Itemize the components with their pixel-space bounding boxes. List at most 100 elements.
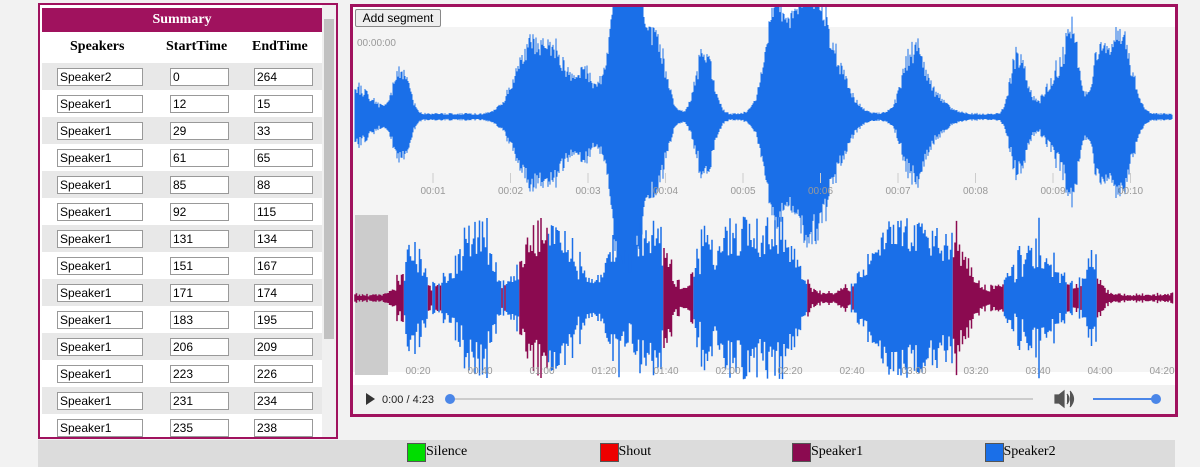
time-label: 00:06 [808, 186, 833, 197]
cell-input[interactable]: 12 [170, 95, 229, 113]
overview-time-label: 01:40 [653, 366, 678, 377]
cell-input[interactable]: Speaker1 [57, 365, 143, 383]
cell-input[interactable]: Speaker1 [57, 338, 143, 356]
cell-input[interactable]: Speaker2 [57, 68, 143, 86]
legend-swatch [407, 443, 426, 462]
cell-input[interactable]: 171 [170, 284, 229, 302]
legend-label: Shout [618, 444, 652, 459]
cell-input[interactable]: Speaker1 [57, 230, 143, 248]
table-row: Speaker1 183 195 [42, 306, 322, 333]
time-label: 00:00:00 [357, 38, 396, 49]
cell-input[interactable]: 226 [254, 365, 313, 383]
overview-speaker2 [403, 216, 1097, 380]
cell-input[interactable]: 115 [254, 203, 313, 221]
cell-input[interactable]: 0 [170, 68, 229, 86]
cell-input[interactable]: Speaker1 [57, 284, 143, 302]
cell-input[interactable]: Speaker1 [57, 122, 143, 140]
cell-input[interactable]: 264 [254, 68, 313, 86]
legend-swatch [984, 443, 1004, 462]
column-header: Speakers [70, 39, 125, 54]
cell-input[interactable]: 65 [254, 149, 313, 167]
cell-input[interactable]: 231 [170, 392, 229, 410]
table-row: Speaker1 131 134 [42, 225, 322, 252]
legend-swatch [599, 443, 619, 462]
cell-input[interactable]: 167 [254, 257, 313, 275]
cell-input[interactable]: 92 [170, 203, 229, 221]
column-header: StartTime [166, 39, 228, 54]
cell-input[interactable]: Speaker1 [57, 419, 143, 437]
overview-time-label: 03:40 [1025, 366, 1050, 377]
overview-time-label: 03:00 [901, 366, 926, 377]
cell-input[interactable]: 88 [254, 176, 313, 194]
overview-time-label: 02:20 [777, 366, 802, 377]
cell-input[interactable]: 85 [170, 176, 229, 194]
time-label: 00:10 [1118, 186, 1143, 197]
cell-input[interactable]: 33 [254, 122, 313, 140]
time-label: 00:04 [653, 186, 678, 197]
cell-input[interactable]: 151 [170, 257, 229, 275]
cell-input[interactable]: 15 [254, 95, 313, 113]
add-segment-button[interactable]: Add segment [355, 9, 441, 27]
summary-title: Summary [42, 8, 322, 32]
cell-input[interactable]: 61 [170, 149, 229, 167]
table-row: Speaker1 231 234 [42, 387, 322, 414]
overview-time-label: 00:40 [467, 366, 492, 377]
table-row: Speaker1 12 15 [42, 90, 322, 117]
cell-input[interactable]: 195 [254, 311, 313, 329]
legend-label: Speaker1 [811, 444, 864, 459]
table-row: Speaker1 235 238 [42, 414, 322, 437]
overview-time-label: 01:20 [591, 366, 616, 377]
cell-input[interactable]: 235 [170, 419, 229, 437]
cell-input[interactable]: Speaker1 [57, 95, 143, 113]
view-window [355, 215, 388, 375]
overview-time-label: 03:20 [963, 366, 988, 377]
volume-handle[interactable] [1151, 394, 1161, 404]
cell-input[interactable]: Speaker1 [57, 257, 143, 275]
legend-label: Silence [426, 444, 468, 459]
cell-input[interactable]: 134 [254, 230, 313, 248]
table-row: Speaker2 0 264 [42, 63, 322, 90]
table-row: Speaker1 223 226 [42, 360, 322, 387]
table-row: Speaker1 92 115 [42, 198, 322, 225]
scrollbar[interactable] [322, 5, 336, 437]
overview-time-label: 00:20 [405, 366, 430, 377]
player-time: 0:00 / 4:23 [382, 394, 434, 406]
cell-input[interactable]: Speaker1 [57, 176, 143, 194]
overview-time-label: 04:00 [1087, 366, 1112, 377]
cell-input[interactable]: 174 [254, 284, 313, 302]
cell-input[interactable]: Speaker1 [57, 203, 143, 221]
progress-handle[interactable] [445, 394, 455, 404]
overview-time-label: 02:00 [715, 366, 740, 377]
cell-input[interactable]: 234 [254, 392, 313, 410]
cell-input[interactable]: 206 [170, 338, 229, 356]
table-row: Speaker1 85 88 [42, 171, 322, 198]
time-label: 00:03 [575, 186, 600, 197]
legend-swatch [792, 443, 811, 462]
cell-input[interactable]: Speaker1 [57, 311, 143, 329]
cell-input[interactable]: Speaker1 [57, 149, 143, 167]
overview-time-label: 04:20 [1149, 366, 1174, 377]
overview-time-label: 02:40 [839, 366, 864, 377]
time-label: 00:08 [963, 186, 988, 197]
cell-input[interactable]: Speaker1 [57, 392, 143, 410]
time-label: 00:01 [420, 186, 445, 197]
volume-icon[interactable] [1054, 389, 1075, 409]
table-row: Speaker1 61 65 [42, 144, 322, 171]
time-label: 00:05 [730, 186, 755, 197]
cell-input[interactable]: 183 [170, 311, 229, 329]
cell-input[interactable]: 131 [170, 230, 229, 248]
play-button[interactable] [366, 393, 375, 405]
cell-input[interactable]: 223 [170, 365, 229, 383]
table-row: Speaker1 151 167 [42, 252, 322, 279]
top-waveform [354, 7, 1173, 328]
table-row: Speaker1 206 209 [42, 333, 322, 360]
scroll-thumb[interactable] [324, 19, 334, 339]
cell-input[interactable]: 209 [254, 338, 313, 356]
cell-input[interactable]: 238 [254, 419, 313, 437]
legend: Silence Shout Speaker1 Speaker2 [38, 440, 1175, 467]
legend-label: Speaker2 [1003, 444, 1056, 459]
overview-speaker1 [354, 218, 1174, 378]
cell-input[interactable]: 29 [170, 122, 229, 140]
overview-time-label: 01:00 [529, 366, 554, 377]
